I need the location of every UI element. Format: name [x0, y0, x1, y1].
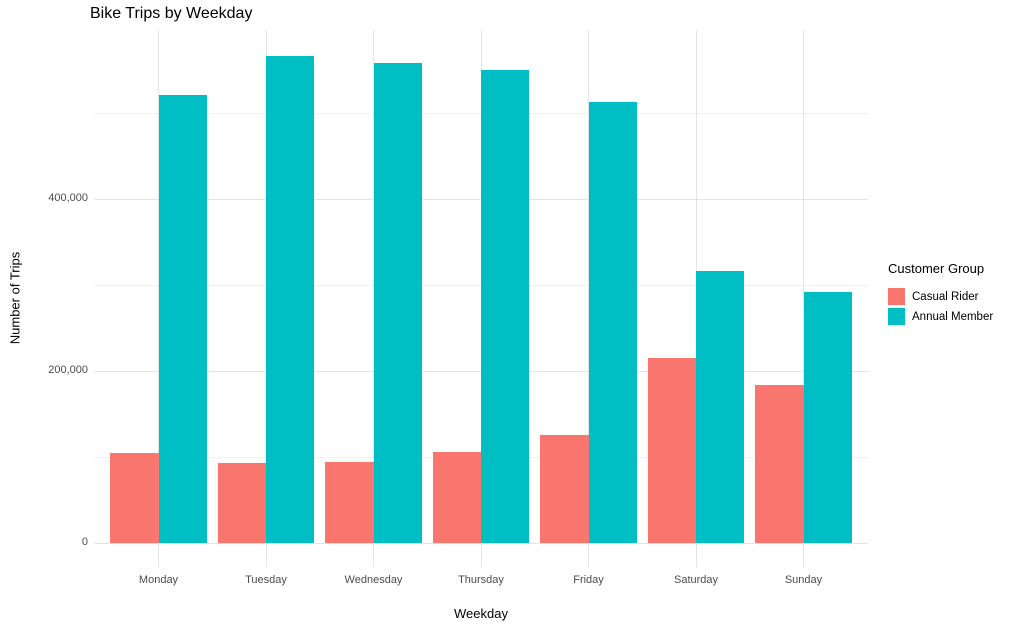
x-tick-label-saturday: Saturday — [673, 574, 719, 586]
y-tick-label-400000: 400,000 — [48, 192, 88, 205]
legend-entry-casual-rider: Casual Rider — [888, 288, 993, 305]
bar-annual-member-friday — [588, 102, 637, 543]
bar-casual-rider-friday — [540, 435, 589, 543]
legend-title: Customer Group — [888, 261, 985, 276]
y-axis-title: Number of Trips — [7, 251, 23, 345]
bar-casual-rider-monday — [110, 452, 159, 543]
x-tick-label-monday: Monday — [138, 574, 179, 586]
plot-panel — [94, 30, 868, 567]
chart-title: Bike Trips by Weekday — [90, 5, 253, 22]
bar-annual-member-saturday — [696, 270, 745, 543]
x-tick-label-sunday: Sunday — [784, 574, 823, 586]
bar-annual-member-tuesday — [266, 55, 315, 543]
x-tick-label-friday: Friday — [573, 574, 604, 586]
y-tick-label-200000: 200,000 — [48, 364, 88, 377]
x-axis-title: Weekday — [454, 606, 508, 621]
x-tick-label-thursday: Thursday — [458, 574, 504, 586]
bar-annual-member-wednesday — [373, 62, 422, 543]
legend-entry-annual-member: Annual Member — [888, 308, 993, 325]
x-tick-label-wednesday: Wednesday — [344, 574, 403, 586]
bar-annual-member-monday — [158, 95, 207, 543]
bar-annual-member-thursday — [481, 70, 530, 543]
legend-label-casual-rider: Casual Rider — [912, 290, 979, 303]
bar-annual-member-sunday — [803, 291, 852, 543]
bar-casual-rider-wednesday — [325, 462, 374, 543]
legend-swatch-annual-member — [888, 308, 905, 325]
legend: Customer Group Casual Rider Annual Membe… — [888, 261, 993, 328]
legend-swatch-casual-rider — [888, 288, 905, 305]
legend-label-annual-member: Annual Member — [912, 310, 994, 323]
bar-casual-rider-sunday — [755, 384, 804, 543]
y-tick-label-0: 0 — [81, 536, 88, 549]
bar-casual-rider-thursday — [432, 451, 481, 543]
x-tick-label-tuesday: Tuesday — [245, 574, 287, 586]
bar-casual-rider-saturday — [647, 357, 696, 543]
bar-casual-rider-tuesday — [217, 462, 266, 543]
